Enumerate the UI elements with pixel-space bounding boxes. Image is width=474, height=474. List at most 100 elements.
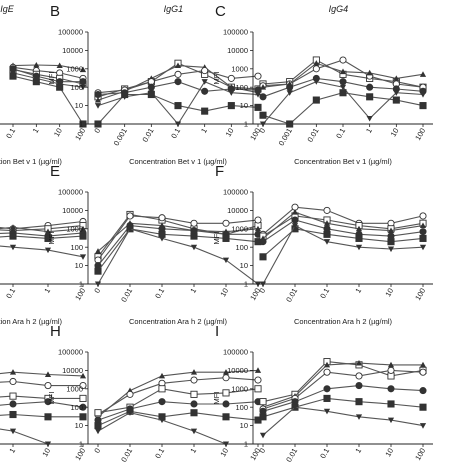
x-tick-label: 0 [257,447,267,455]
data-point [147,83,155,91]
x-tick-label: 10 [218,447,230,459]
panel-title: IgE [0,4,15,14]
data-point [94,120,102,128]
data-point [323,385,331,393]
data-point [190,409,198,417]
data-point [254,103,262,111]
data-point [9,224,17,230]
x-tick-label: 0.01 [305,127,320,144]
data-point [419,222,427,229]
data-point [222,441,230,448]
x-tick-label: 0.1 [4,287,17,301]
series-line [97,377,259,415]
y-tick-label: 100000 [58,348,83,357]
panel-letter: E [50,163,60,180]
panel-title: IgG4 [329,4,349,14]
data-point [291,404,299,411]
panel-A: AIgE110100100010000100000MFI00.0010.010.… [0,4,93,166]
x-tick-label: 1 [188,447,198,455]
data-point [44,441,52,448]
data-point [79,232,87,240]
data-point [158,372,166,379]
y-tick-label: 100000 [58,28,83,37]
data-point [9,232,17,240]
data-point [9,377,17,386]
series-line [0,235,84,239]
x-tick-label: 0.01 [119,287,134,304]
x-tick-label: 10 [383,447,395,459]
y-axis-label: MFI [212,232,221,245]
data-point [419,228,427,236]
series-line [0,220,84,230]
y-tick-label: 10000 [227,46,248,55]
data-point [158,235,166,242]
data-point [158,385,166,393]
series-circle-filled [259,74,427,101]
y-tick-label: 10 [240,421,248,430]
x-tick-label: 1 [199,127,209,135]
data-point [323,361,331,368]
series-square-open [259,358,427,406]
data-point [174,62,182,69]
data-point [44,371,52,377]
x-tick-label: 100 [413,447,427,462]
data-point [419,244,427,251]
y-tick-label: 10000 [62,206,83,215]
data-point [254,225,262,232]
data-point [158,398,166,406]
panel-C: C IgG4 1 10 100 1000 10000 100000 MFI 0 0.001 0.01 0… [212,3,433,166]
data-point [33,61,40,68]
x-tick-label: 0.1 [4,127,17,141]
x-tick-label: 10 [218,287,230,299]
y-tick-label: 10000 [227,206,248,215]
series-line [0,428,49,445]
x-tick-label: 1 [188,287,198,295]
data-point [286,90,293,96]
x-axis-label: Concentration Bet v 1 (µg/ml) [294,157,392,166]
panel-letter: C [215,3,226,20]
data-point [9,369,17,375]
data-point [228,90,235,96]
data-point [387,417,395,424]
data-point [174,102,182,110]
y-tick-label: 10000 [62,366,83,375]
data-point [222,400,230,408]
x-tick-label: 10 [224,127,236,139]
data-point [286,120,294,128]
data-point [259,398,267,406]
y-tick-label: 1 [244,440,248,449]
y-tick-label: 1000 [66,64,83,73]
series-line [97,228,259,285]
series-line [12,66,84,79]
x-tick-label: 100 [413,287,427,302]
data-point [323,394,331,402]
data-point [94,267,102,275]
y-tick-label: 1 [79,120,83,129]
series-line [262,361,424,403]
data-point [9,72,17,80]
data-point [222,389,230,397]
y-axis-label: MFI [47,72,56,85]
data-point [201,87,209,95]
x-tick-label: 0.1 [334,127,347,141]
data-point [339,78,347,86]
series-line [97,388,259,414]
panel-title: IgG1 [164,4,184,14]
data-point [355,398,363,406]
data-point [259,238,267,246]
series-circle-filled [0,398,87,411]
data-point [366,83,374,91]
data-point [323,408,331,415]
x-tick-label: 0 [92,287,102,295]
data-point [44,234,52,242]
data-point [393,75,400,81]
data-point [79,413,87,421]
x-tick-label: 0.001 [112,127,129,148]
series-triangle-down [259,79,427,128]
data-point [44,398,52,406]
x-axis-label: Concentration Ara h 2 (µg/ml) [0,317,63,326]
x-tick-label: 10 [40,447,52,459]
data-point [9,410,17,419]
data-point [32,78,40,86]
